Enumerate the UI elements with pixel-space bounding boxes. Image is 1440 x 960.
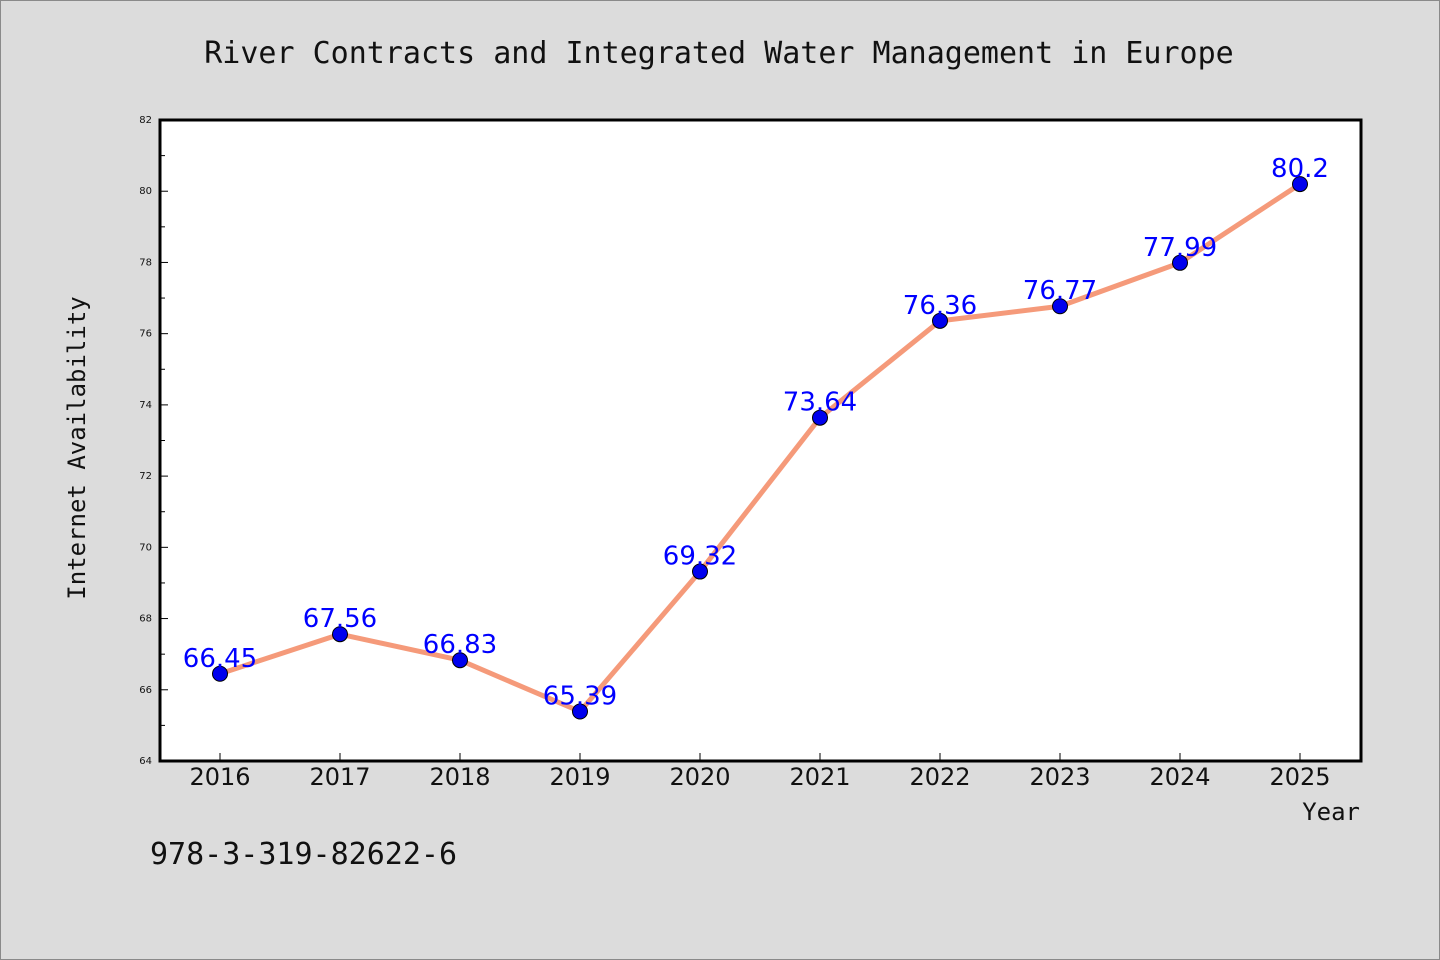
y-tick-label: 68 (139, 614, 152, 625)
y-tick-label: 70 (139, 542, 152, 553)
x-tick-label: 2018 (429, 763, 490, 791)
y-tick-label: 72 (139, 471, 152, 482)
y-tick-label: 78 (139, 257, 152, 268)
data-labels: 66.45 67.56 66.83 65.39 69.32 73.64 76.36 76.77… (183, 154, 1329, 711)
data-label: 76.77 (1023, 276, 1097, 306)
series-line (219, 182, 1302, 715)
y-tick-label: 66 (139, 685, 152, 696)
data-label: 77.99 (1143, 233, 1217, 263)
data-label: 66.83 (423, 630, 497, 660)
x-tick-label: 2019 (549, 763, 610, 791)
data-label: 65.39 (543, 682, 617, 712)
data-label: 76.36 (903, 291, 977, 321)
y-tick-label: 82 (139, 115, 152, 126)
footer-isbn: 978-3-319-82622-6 (150, 837, 457, 872)
x-tick-label: 2023 (1029, 763, 1090, 791)
y-axis-label: Internet Availability (63, 296, 91, 599)
data-label: 80.2 (1271, 154, 1329, 184)
data-label: 69.32 (663, 542, 737, 572)
data-point-marker (812, 409, 828, 426)
data-label: 73.64 (783, 388, 857, 418)
chart-title: River Contracts and Integrated Water Man… (204, 36, 1234, 71)
data-point-marker (572, 703, 588, 720)
data-point-marker (452, 652, 468, 669)
data-point-marker (1292, 176, 1308, 193)
x-tick-label: 2021 (789, 763, 850, 791)
y-tick-label: 74 (139, 400, 152, 411)
y-tick-label: 80 (139, 186, 152, 197)
x-tick-label: 2020 (669, 763, 730, 791)
markers (212, 176, 1308, 720)
data-label: 66.45 (183, 644, 257, 674)
data-point-marker (332, 626, 348, 643)
x-axis-label: Year (1302, 798, 1360, 826)
y-tick-label: 76 (139, 329, 152, 340)
plot-area (158, 118, 1363, 763)
data-point-marker (1052, 298, 1068, 315)
x-tick-label: 2025 (1269, 763, 1330, 791)
y-axis: 64 66 68 70 72 74 76 78 80 82 (139, 115, 168, 767)
x-tick-label: 2017 (309, 763, 370, 791)
data-point-marker (212, 665, 228, 682)
data-point-marker (692, 563, 708, 580)
data-label: 67.56 (303, 604, 377, 634)
y-tick-label: 64 (139, 756, 152, 767)
data-point-marker (1172, 254, 1188, 271)
x-tick-label: 2022 (909, 763, 970, 791)
data-point-marker (932, 312, 948, 329)
x-tick-label: 2024 (1149, 763, 1210, 791)
x-tick-label: 2016 (189, 763, 250, 791)
x-axis: 2016 2017 2018 2019 2020 2021 2022 2023 2024 2025 (189, 753, 1331, 791)
